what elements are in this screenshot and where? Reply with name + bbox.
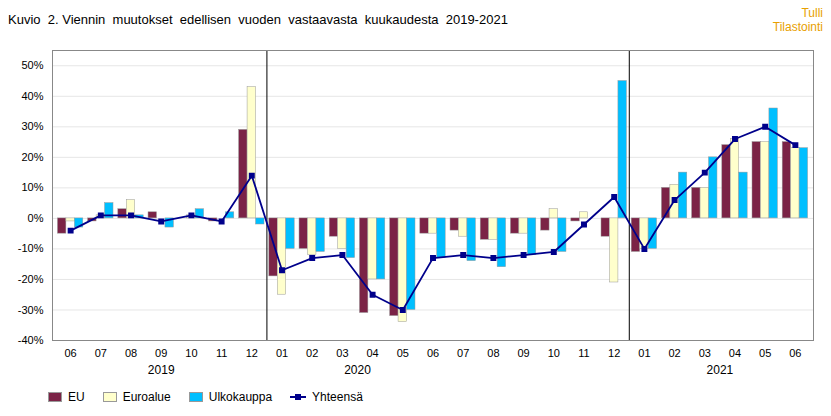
svg-text:40%: 40% — [21, 90, 43, 102]
svg-text:06: 06 — [64, 347, 76, 359]
html-text:EU: EU — [68, 390, 85, 404]
svg-text:01: 01 — [638, 347, 650, 359]
html-text:Kuvio 2. Viennin muutokset ede: Kuvio 2. Viennin muutokset edellisen vuo… — [8, 12, 508, 27]
svg-text:12: 12 — [608, 347, 620, 359]
svg-text:30%: 30% — [21, 120, 43, 132]
svg-text:0%: 0% — [28, 212, 44, 224]
svg-text:2020: 2020 — [344, 363, 371, 377]
svg-text:01: 01 — [276, 347, 288, 359]
svg-text:02: 02 — [306, 347, 318, 359]
svg-text:-30%: -30% — [18, 303, 44, 315]
svg-text:07: 07 — [95, 347, 107, 359]
svg-text:02: 02 — [668, 347, 680, 359]
svg-text:08: 08 — [487, 347, 499, 359]
svg-text:-10%: -10% — [18, 242, 44, 254]
svg-text:03: 03 — [699, 347, 711, 359]
html-text:Tulli: Tulli — [801, 6, 823, 20]
svg-text:09: 09 — [155, 347, 167, 359]
html-text:Euroalue: Euroalue — [122, 390, 171, 404]
svg-text:04: 04 — [729, 347, 741, 359]
svg-text:10: 10 — [185, 347, 197, 359]
html-text:Ulkokauppa: Ulkokauppa — [208, 390, 273, 404]
svg-text:11: 11 — [578, 347, 589, 359]
svg-text:03: 03 — [336, 347, 348, 359]
svg-text:09: 09 — [517, 347, 529, 359]
svg-text:08: 08 — [125, 347, 137, 359]
svg-text:05: 05 — [759, 347, 771, 359]
html-text:Tilastointi: Tilastointi — [772, 20, 823, 34]
svg-text:06: 06 — [789, 347, 801, 359]
svg-text:2021: 2021 — [707, 363, 734, 377]
svg-text:12: 12 — [246, 347, 258, 359]
svg-text:20%: 20% — [21, 151, 43, 163]
svg-text:2019: 2019 — [148, 363, 175, 377]
html-text:Yhteensä: Yhteensä — [312, 390, 363, 404]
svg-text:10: 10 — [548, 347, 560, 359]
svg-text:07: 07 — [457, 347, 469, 359]
svg-text:11: 11 — [216, 347, 227, 359]
svg-text:05: 05 — [397, 347, 409, 359]
svg-text:10%: 10% — [21, 181, 43, 193]
svg-text:-40%: -40% — [18, 334, 44, 346]
svg-text:50%: 50% — [21, 59, 43, 71]
svg-text:-20%: -20% — [18, 273, 44, 285]
svg-text:06: 06 — [427, 347, 439, 359]
svg-text:04: 04 — [366, 347, 378, 359]
